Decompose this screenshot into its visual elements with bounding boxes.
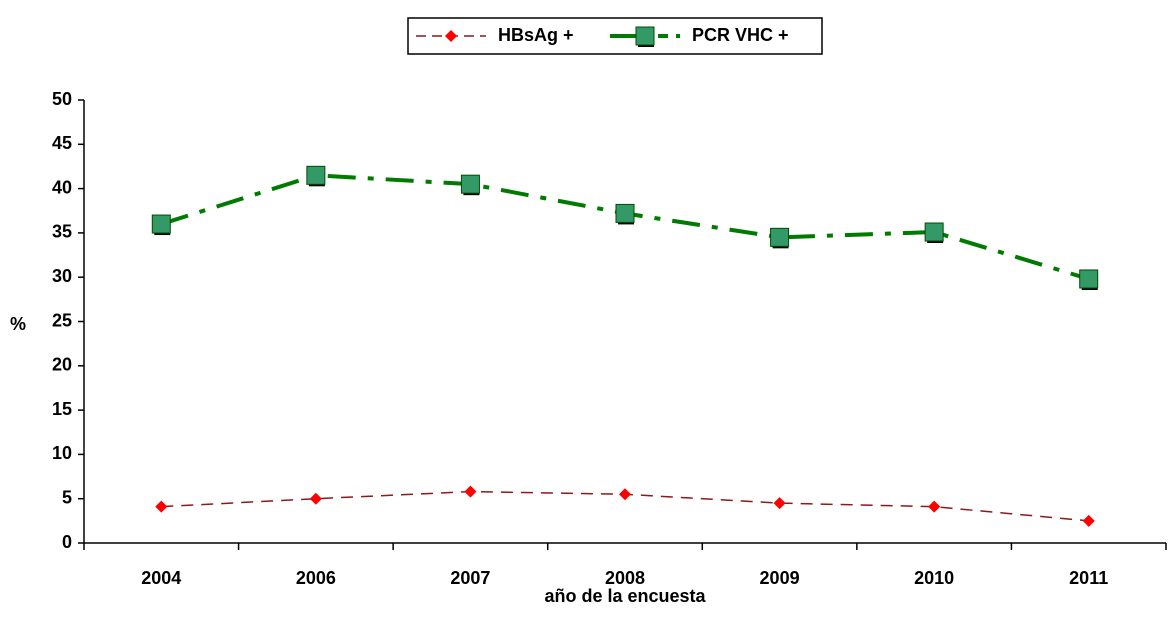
y-axis-label: %	[10, 314, 26, 334]
marker	[464, 485, 477, 498]
x-tick-label: 2009	[760, 568, 800, 588]
x-axis-label: año de la encuesta	[544, 586, 706, 606]
y-tick-label: 15	[52, 399, 72, 419]
x-tick-label: 2010	[914, 568, 954, 588]
y-tick-label: 50	[52, 89, 72, 109]
y-tick-label: 20	[52, 355, 72, 375]
y-tick-label: 0	[62, 532, 72, 552]
y-tick-label: 25	[52, 310, 72, 330]
legend-label: HBsAg +	[498, 25, 574, 45]
x-tick-label: 2006	[296, 568, 336, 588]
x-tick-label: 2011	[1069, 568, 1108, 588]
marker	[445, 30, 457, 42]
y-tick-label: 40	[52, 177, 72, 197]
marker	[155, 500, 168, 513]
marker	[770, 227, 790, 247]
marker	[1079, 269, 1099, 289]
marker	[928, 500, 941, 513]
marker	[309, 492, 322, 505]
y-tick-label: 45	[52, 133, 72, 153]
marker	[306, 165, 326, 185]
x-tick-label: 2004	[141, 568, 181, 588]
marker	[635, 26, 655, 46]
marker	[1082, 514, 1095, 527]
legend-label: PCR VHC +	[692, 25, 789, 45]
marker	[460, 174, 480, 194]
series-line	[160, 173, 1090, 281]
marker	[924, 222, 944, 242]
y-tick-label: 30	[52, 266, 72, 286]
marker	[151, 214, 171, 234]
marker	[615, 203, 635, 223]
y-tick-label: 5	[62, 487, 72, 507]
marker	[773, 497, 786, 510]
x-tick-label: 2008	[605, 568, 645, 588]
y-tick-label: 35	[52, 222, 72, 242]
marker	[619, 488, 631, 501]
y-tick-label: 10	[52, 443, 72, 463]
x-tick-label: 2007	[450, 568, 490, 588]
